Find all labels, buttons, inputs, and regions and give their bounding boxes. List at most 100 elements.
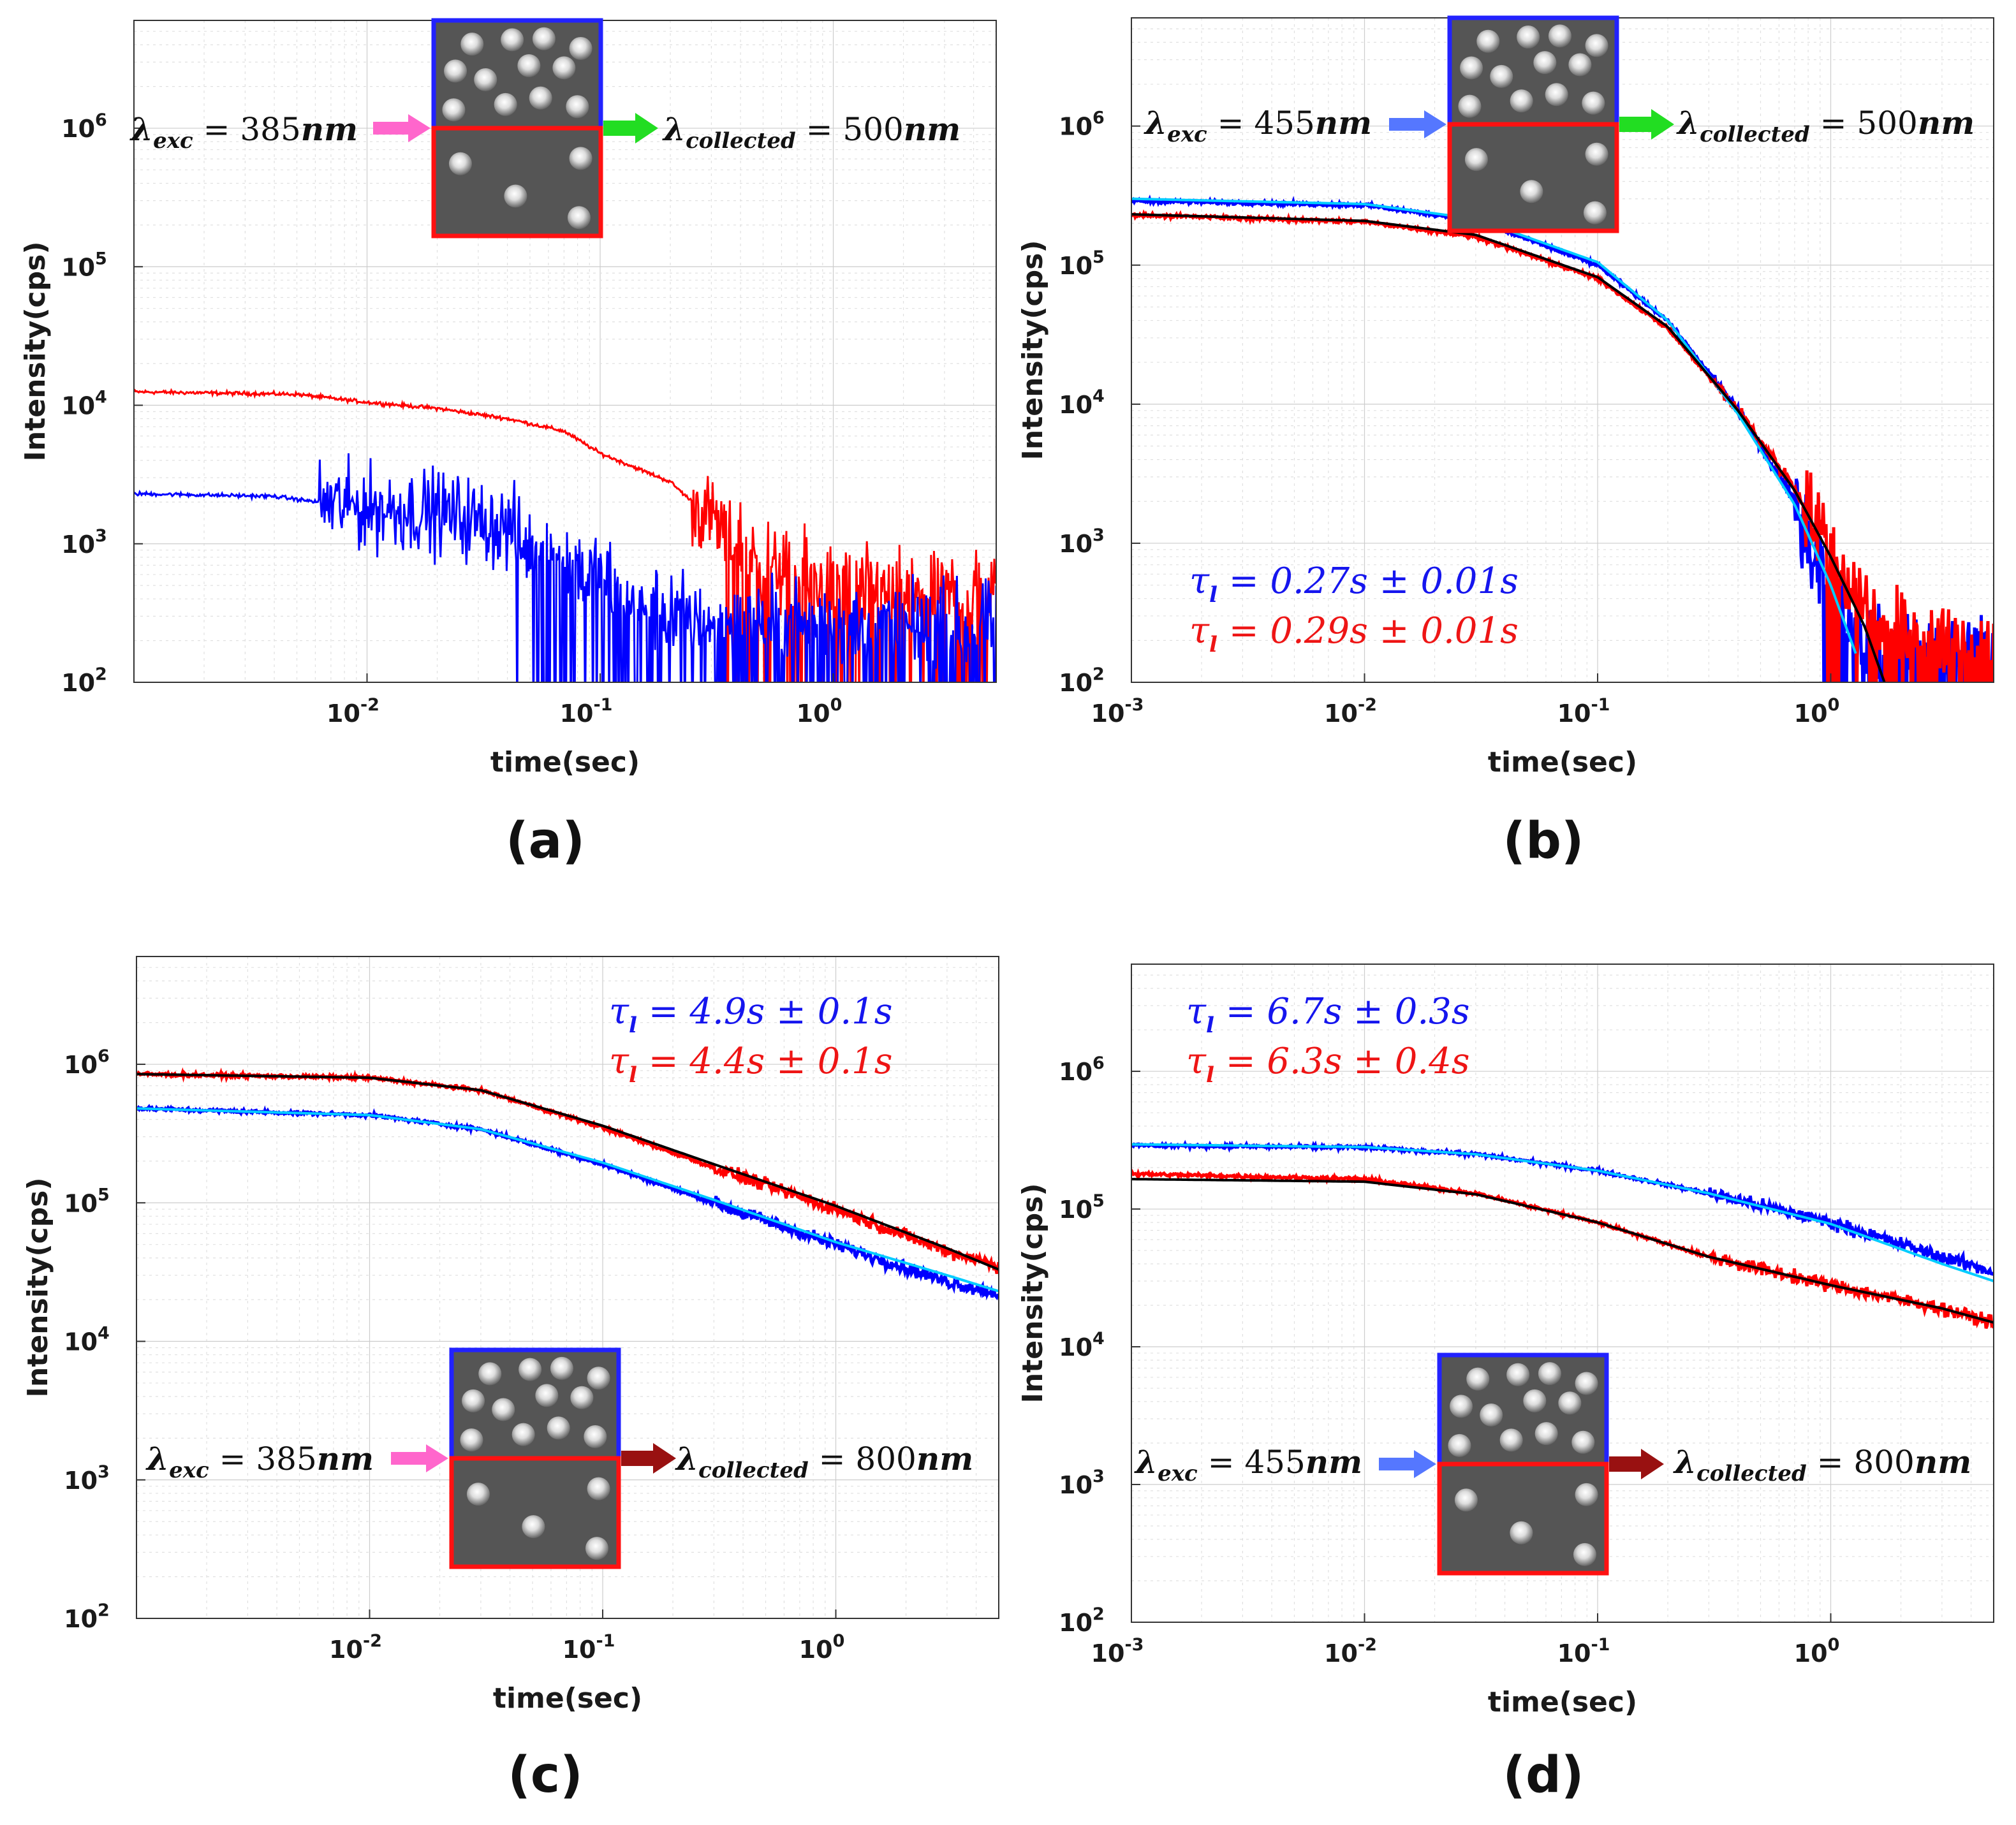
collection-arrow bbox=[603, 113, 658, 143]
lifetime-annotation: τl = 4.4s ± 0.1s bbox=[609, 1041, 893, 1088]
particle bbox=[1568, 53, 1592, 77]
y-tick-label: 105 bbox=[1059, 1191, 1105, 1224]
y-tick-label: 102 bbox=[61, 664, 107, 697]
particle bbox=[1571, 1430, 1595, 1454]
x-tick-label: 10-1 bbox=[560, 695, 613, 728]
particle bbox=[1480, 1404, 1503, 1427]
inset-diagram: λexc = 385nm λcollected = 800nm bbox=[145, 1347, 973, 1569]
lambda-exc-label: λexc = 455nm bbox=[1134, 1443, 1362, 1486]
y-tick-label: 106 bbox=[61, 110, 107, 143]
particle bbox=[1490, 64, 1513, 88]
inset-diagram: λexc = 385nm λcollected = 500nm bbox=[129, 18, 960, 238]
x-tick-label: 100 bbox=[1794, 1635, 1840, 1667]
y-axis-label: Intensity(cps) bbox=[19, 242, 52, 462]
fit-black-fit bbox=[136, 1073, 999, 1271]
x-tick-label: 10-1 bbox=[563, 1631, 615, 1664]
y-tick-label: 105 bbox=[64, 1185, 110, 1217]
particle bbox=[1517, 26, 1540, 49]
y-tick-label: 102 bbox=[1059, 1604, 1105, 1637]
particle bbox=[501, 28, 524, 52]
x-tick-label: 10-3 bbox=[1091, 1635, 1144, 1667]
y-tick-label: 105 bbox=[1059, 247, 1105, 280]
lifetime-annotation: τl = 4.9s ± 0.1s bbox=[609, 991, 893, 1038]
x-tick-label: 10-3 bbox=[1091, 695, 1144, 728]
particle bbox=[1582, 91, 1605, 115]
particle bbox=[567, 206, 591, 230]
particle bbox=[444, 59, 467, 83]
y-tick-label: 103 bbox=[61, 526, 107, 559]
particle bbox=[1499, 1428, 1523, 1452]
particle bbox=[552, 56, 576, 80]
particle bbox=[511, 1423, 535, 1446]
particle bbox=[1464, 148, 1488, 172]
particle bbox=[1450, 1395, 1473, 1418]
fit-black-fit bbox=[1131, 1178, 1994, 1324]
particle bbox=[566, 95, 589, 119]
lambda-exc-label: λexc = 385nm bbox=[145, 1440, 374, 1483]
fit-cyan-fit bbox=[1131, 1143, 1994, 1282]
collection-arrow bbox=[1609, 1449, 1664, 1479]
x-tick-label: 10-2 bbox=[329, 1631, 382, 1664]
particle bbox=[1583, 201, 1607, 224]
y-tick-label: 105 bbox=[61, 249, 107, 281]
x-tick-label: 10-1 bbox=[1557, 1635, 1610, 1667]
particle bbox=[1454, 1488, 1478, 1512]
excitation-arrow bbox=[391, 1444, 448, 1472]
fit-black-fit bbox=[1131, 213, 1886, 682]
inset-diagram: λexc = 455nm λcollected = 800nm bbox=[1134, 1352, 1971, 1576]
particle bbox=[1534, 1422, 1558, 1446]
particle bbox=[1533, 51, 1557, 75]
particle bbox=[1523, 1389, 1547, 1412]
lambda-exc-label: λexc = 455nm bbox=[1144, 104, 1372, 147]
x-axis-label: time(sec) bbox=[493, 1682, 642, 1715]
particle bbox=[466, 1483, 490, 1506]
excitation-arrow bbox=[373, 114, 430, 142]
lambda-collected-label: λcollected = 800nm bbox=[675, 1440, 973, 1483]
panel-label: (d) bbox=[1503, 1747, 1584, 1804]
particle bbox=[550, 1356, 573, 1380]
y-tick-label: 106 bbox=[64, 1046, 110, 1079]
lifetime-annotation: τl = 6.3s ± 0.4s bbox=[1186, 1041, 1470, 1088]
collection-arrow bbox=[621, 1443, 676, 1474]
particle bbox=[1466, 1367, 1490, 1391]
particle bbox=[492, 1398, 515, 1421]
particle bbox=[1520, 180, 1543, 203]
particle bbox=[535, 1384, 559, 1407]
x-tick-label: 100 bbox=[799, 1631, 845, 1664]
lifetime-annotation: τl = 0.27s ± 0.01s bbox=[1189, 561, 1519, 608]
particle bbox=[1548, 24, 1571, 48]
particle bbox=[570, 1386, 594, 1409]
x-tick-label: 100 bbox=[1794, 695, 1840, 728]
particle bbox=[585, 1537, 608, 1560]
particle bbox=[587, 1367, 610, 1390]
particle bbox=[1448, 1433, 1471, 1457]
particle bbox=[1573, 1543, 1596, 1566]
y-tick-label: 104 bbox=[64, 1324, 110, 1356]
lifetime-annotation: τl = 6.7s ± 0.3s bbox=[1186, 991, 1470, 1038]
lambda-collected-label: λcollected = 500nm bbox=[1676, 104, 1975, 147]
particle bbox=[1545, 83, 1568, 106]
particle bbox=[1585, 142, 1608, 166]
series-red bbox=[134, 388, 996, 682]
particle bbox=[547, 1416, 570, 1440]
panel-d: 10-3 10-2 10-1 100 102 103 104 105 106 time(sec) I… bbox=[1017, 964, 1994, 1804]
particle bbox=[442, 98, 466, 122]
particle bbox=[1558, 1391, 1582, 1415]
lambda-collected-label: λcollected = 500nm bbox=[662, 110, 960, 154]
axes-frame bbox=[136, 956, 999, 1619]
particle bbox=[462, 1389, 485, 1412]
panel-label: (a) bbox=[506, 812, 585, 870]
particle bbox=[529, 86, 552, 110]
particle bbox=[522, 1515, 545, 1539]
fit-cyan-fit bbox=[136, 1107, 999, 1293]
grid bbox=[136, 956, 999, 1618]
excitation-arrow bbox=[1389, 110, 1446, 138]
particle bbox=[517, 54, 541, 77]
x-axis-label: time(sec) bbox=[1488, 1686, 1637, 1719]
y-axis-label: Intensity(cps) bbox=[1017, 1184, 1049, 1404]
panel-b: 10-3 10-2 10-1 100 102 103 104 105 106 time(sec) I… bbox=[1017, 15, 1994, 870]
particle bbox=[504, 184, 527, 208]
particle bbox=[1585, 34, 1608, 57]
y-tick-label: 106 bbox=[1059, 1053, 1105, 1086]
particle bbox=[460, 33, 484, 56]
